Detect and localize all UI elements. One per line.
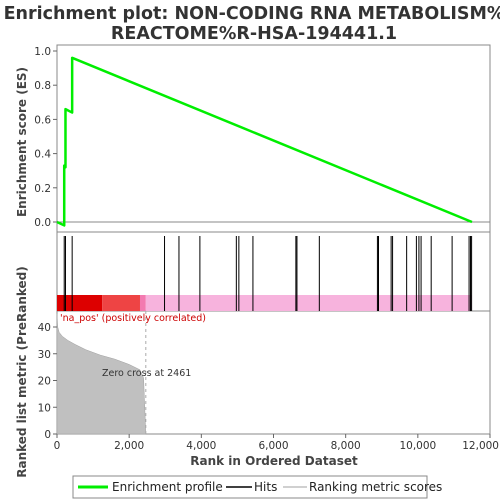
- x-tick-label-6: 12,000: [462, 440, 499, 452]
- enrichment-profile-polyline: [56, 56, 473, 227]
- x-tick-label-1: 2,000: [114, 440, 144, 452]
- es-tick-label-1: 0.2: [34, 183, 51, 195]
- x-axis: 0 2,000 4,000 6,000 8,000 10,000 12,000: [54, 434, 499, 452]
- es-tick-label-3: 0.6: [34, 114, 51, 126]
- es-tick-label-5: 1.0: [34, 46, 51, 58]
- metric-tick-label-2: 20: [38, 376, 51, 388]
- chart-title-line-1: Enrichment plot: NON-CODING RNA METABOLI…: [4, 4, 500, 24]
- chart-title-line-2: REACTOME%R-HSA-194441.1: [111, 24, 397, 44]
- legend: Enrichment profile Hits Ranking metric s…: [72, 475, 442, 499]
- gradient-segment-light-red: [102, 295, 140, 311]
- hits-layer: [63, 236, 473, 311]
- x-tick-label-5: 10,000: [399, 440, 436, 452]
- x-tick-label-2: 4,000: [186, 440, 216, 452]
- ranked-metric-area: [56, 311, 147, 435]
- metric-tick-label-0: 0: [44, 429, 51, 441]
- legend-label-enrichment-profile: Enrichment profile: [112, 480, 223, 494]
- x-tick-label-0: 0: [54, 440, 61, 452]
- metric-tick-label-4: 40: [38, 322, 51, 334]
- gradient-segment-transition: [139, 295, 146, 311]
- enrichment-profile-line: [56, 56, 473, 227]
- metric-tick-label-1: 10: [38, 402, 51, 414]
- gradient-segment-dark-red: [57, 295, 103, 311]
- metric-tick-label-3: 30: [38, 349, 51, 361]
- x-tick-label-4: 8,000: [331, 440, 361, 452]
- legend-label-hits: Hits: [254, 480, 277, 494]
- es-tick-label-2: 0.4: [34, 149, 51, 161]
- es-tick-label-0: 0.0: [34, 217, 51, 229]
- correlation-gradient-bar: [57, 295, 472, 311]
- correlation-label: 'na_pos' (positively correlated): [60, 313, 206, 324]
- metric-y-axis-label: Ranked list metric (PreRanked): [15, 266, 29, 478]
- metric-y-axis: 0 10 20 30 40: [38, 322, 57, 441]
- ranked-metric-area-path: [56, 313, 147, 435]
- es-y-axis-label: Enrichment score (ES): [15, 67, 29, 217]
- es-y-axis: 0.0 0.2 0.4 0.6 0.8 1.0: [34, 46, 57, 229]
- es-tick-label-4: 0.8: [34, 80, 51, 92]
- zero-cross-label: Zero cross at 2461: [102, 368, 191, 379]
- gradient-segment-pink: [145, 295, 472, 311]
- x-axis-label: Rank in Ordered Dataset: [190, 454, 358, 468]
- legend-label-ranking-metric: Ranking metric scores: [309, 480, 442, 494]
- x-tick-label-3: 6,000: [258, 440, 288, 452]
